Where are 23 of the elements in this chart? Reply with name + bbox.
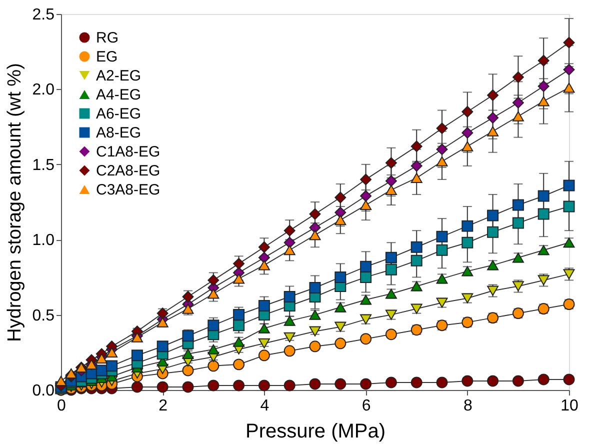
legend-label: A6-EG bbox=[96, 106, 142, 122]
y-tick-label: 1.5 bbox=[32, 156, 55, 174]
legend-label: RG bbox=[96, 30, 118, 46]
x-tick-label: 6 bbox=[362, 398, 371, 414]
legend-label: A2-EG bbox=[96, 68, 142, 84]
x-tick-label: 8 bbox=[463, 398, 472, 414]
y-tick-label: 0.5 bbox=[32, 307, 55, 324]
x-tick-label: 10 bbox=[560, 398, 578, 414]
legend-label: C1A8-EG bbox=[96, 144, 160, 160]
legend-label: A4-EG bbox=[96, 86, 142, 104]
legend-label: C2A8-EG bbox=[96, 162, 160, 180]
y-tick-label: 1.0 bbox=[32, 232, 55, 250]
x-tick-label: 4 bbox=[260, 398, 270, 414]
x-axis-title: Pressure (MPa) bbox=[245, 420, 386, 442]
y-tick-label: 0.0 bbox=[32, 382, 55, 400]
y-axis-title: Hydrogen storage amount (wt %) bbox=[4, 63, 26, 342]
y-tick-label: 2.0 bbox=[32, 82, 55, 99]
legend-label: A8-EG bbox=[96, 124, 142, 142]
y-tick-label: 2.5 bbox=[32, 6, 55, 24]
x-tick-label: 0 bbox=[57, 398, 66, 414]
legend-label: EG bbox=[96, 48, 118, 66]
legend-label: C3A8-EG bbox=[96, 182, 160, 198]
x-tick-label: 2 bbox=[158, 398, 168, 414]
